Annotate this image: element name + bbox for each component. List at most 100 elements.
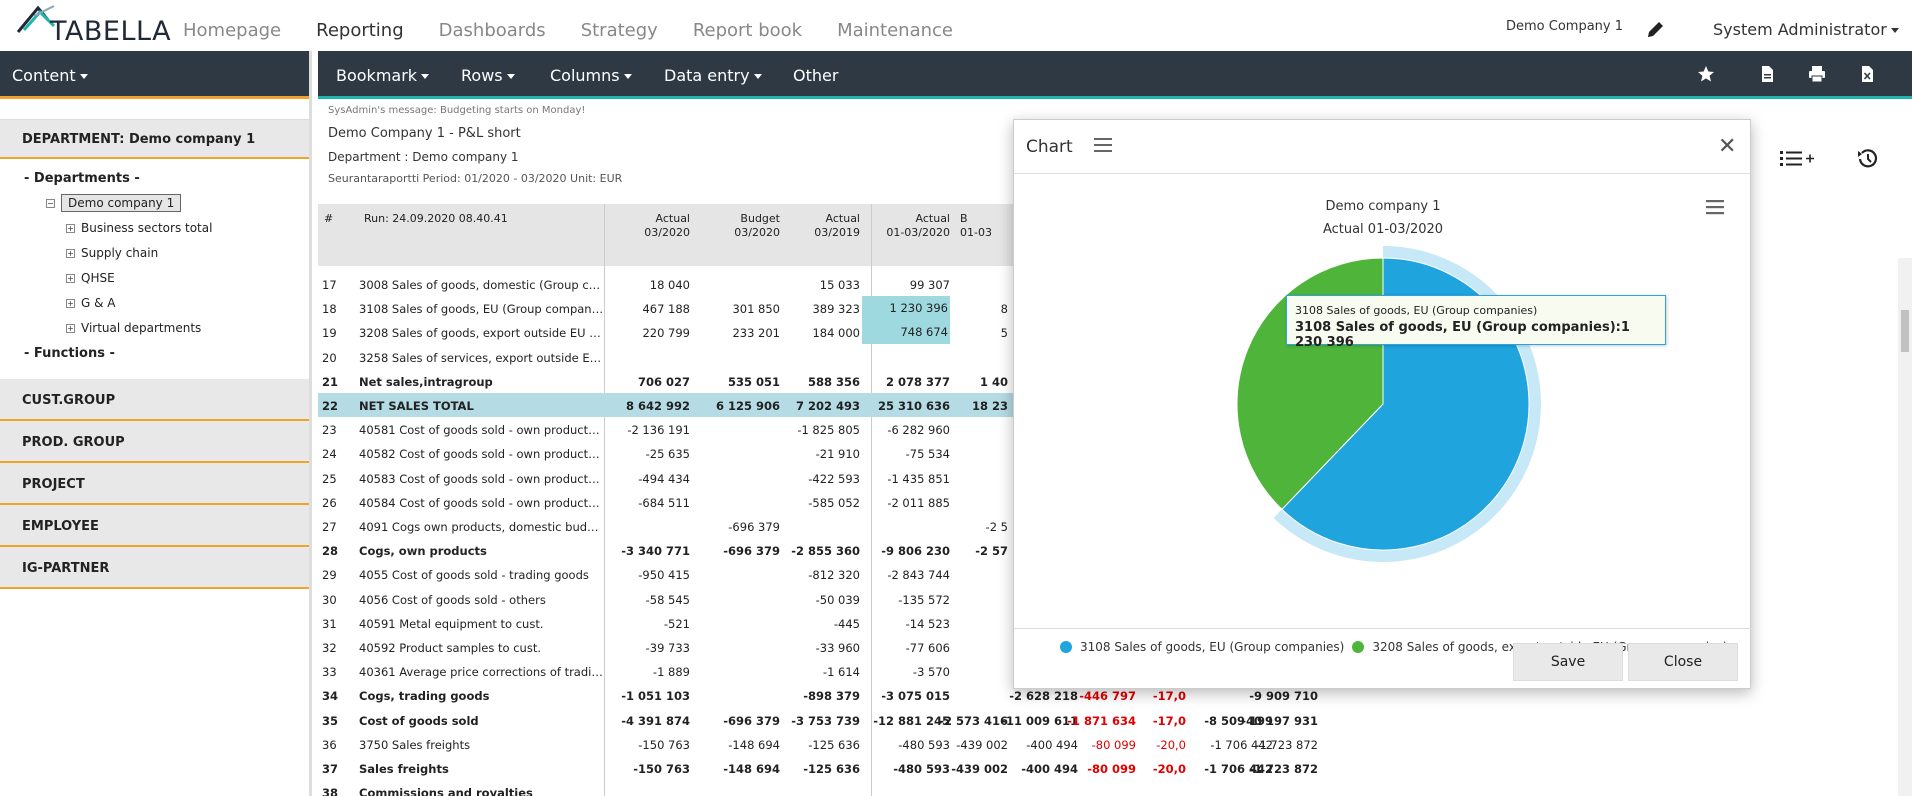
tree-node-label[interactable]: G & A [81,296,116,310]
close-icon[interactable]: ✕ [1718,134,1737,159]
tree-node[interactable]: + Virtual departments [0,321,309,346]
table-cell[interactable]: 25 310 636 [877,399,950,413]
table-cell[interactable]: -11 009 611 [1001,713,1078,728]
table-cell[interactable]: -12 881 245 [873,713,950,728]
table-cell[interactable]: -80 099 [1087,762,1136,776]
table-cell[interactable]: -3 075 015 [881,689,950,704]
table-cell[interactable]: -9 806 230 [881,544,950,559]
row-label[interactable]: 3008 Sales of goods, domestic (Group com… [359,278,604,292]
table-cell[interactable]: 8 642 992 [625,399,690,413]
bookmark-menu[interactable]: Bookmark [336,66,430,85]
table-row[interactable]: 28 Cogs, own products -3 340 771 -696 379 -2… [318,538,1455,562]
table-row[interactable]: 20 3258 Sales of services, export outside… [318,345,1455,369]
row-label[interactable]: 40582 Cost of goods sold - own products … [359,447,604,462]
column-header[interactable]: B 01-03 [960,212,1000,240]
list-add-icon[interactable] [1780,148,1814,170]
table-cell[interactable]: 588 356 [807,374,860,389]
content-menu[interactable]: Content [0,51,309,99]
table-cell[interactable]: -80 099 [1091,737,1136,752]
company-selector[interactable]: Demo Company 1 [1506,19,1624,34]
table-cell[interactable]: -1 825 805 [797,423,860,438]
table-cell[interactable]: -17,0 [1152,689,1186,704]
row-label[interactable]: 40361 Average price corrections of tradi… [359,665,604,680]
row-label[interactable]: 3108 Sales of goods, EU (Group companies… [359,302,604,317]
table-row[interactable]: 23 40581 Cost of goods sold - own product… [318,417,1455,441]
tree-node-label[interactable]: Supply chain [81,246,159,260]
table-cell[interactable]: 748 674 [862,320,950,345]
tree-node[interactable]: + Supply chain [0,246,309,271]
row-label[interactable]: 4055 Cost of goods sold - trading goods [359,568,589,583]
table-cell[interactable]: 301 850 [732,302,780,317]
table-cell[interactable]: -58 545 [645,592,690,607]
row-label[interactable]: 40584 Cost of goods sold - own products … [359,495,604,510]
table-cell[interactable]: -1 706 442 [1210,737,1273,752]
table-cell[interactable]: 535 051 [727,374,780,389]
chart-menu-icon[interactable] [1706,199,1726,219]
row-label[interactable]: 40592 Product samples to cust. [359,641,541,655]
section-employee[interactable]: EMPLOYEE [0,505,309,547]
table-cell[interactable]: 99 307 [909,278,950,292]
hamburger-icon[interactable] [1094,137,1114,157]
close-button[interactable]: Close [1628,643,1738,681]
table-cell[interactable]: -2 5 [985,520,1008,534]
tree-node[interactable]: + QHSE [0,271,309,296]
table-cell[interactable]: -439 002 [951,762,1008,776]
table-cell[interactable]: -1 889 [652,665,690,680]
table-cell[interactable]: -125 636 [808,737,860,752]
vertical-scrollbar[interactable] [1898,258,1912,796]
section-ig-partner[interactable]: IG-PARTNER [0,547,309,589]
table-cell[interactable]: 389 323 [812,302,860,317]
table-cell[interactable]: -9 909 710 [1249,689,1318,704]
row-label[interactable]: 3750 Sales freights [359,737,471,752]
table-row[interactable]: 33 40361 Average price corrections of tra… [318,659,1455,683]
table-cell[interactable]: -1 871 634 [1067,713,1136,728]
table-cell[interactable]: 706 027 [637,374,690,389]
table-row[interactable]: 27 4091 Cogs own products, domestic budge… [318,514,1455,538]
section-cust-group[interactable]: CUST.GROUP [0,379,309,421]
table-cell[interactable]: 184 000 [812,326,860,341]
row-label[interactable]: 3208 Sales of goods, export outside EU (… [359,326,604,341]
table-cell[interactable]: -1 723 872 [1249,762,1318,776]
table-row[interactable]: 30 4056 Cost of goods sold - others -58 54… [318,587,1455,611]
table-row[interactable]: 35 Cost of goods sold -4 391 874 -696 379 -3… [318,708,1455,732]
table-cell[interactable]: -50 039 [815,592,860,607]
table-row[interactable]: 32 40592 Product samples to cust. -39 733 -… [318,635,1455,659]
table-cell[interactable]: -445 [833,616,860,631]
section-prod-group[interactable]: PROD. GROUP [0,421,309,463]
table-cell[interactable]: -1 723 872 [1255,737,1318,752]
tree-node-selected[interactable]: − Demo company 1 [0,194,309,221]
table-cell[interactable]: -696 379 [723,544,780,559]
table-cell[interactable]: -494 434 [638,471,690,486]
table-cell[interactable]: -696 379 [728,520,780,534]
column-header[interactable]: Actual 03/2019 [788,212,860,240]
table-cell[interactable]: -684 511 [638,495,690,510]
expand-icon[interactable]: + [66,224,75,233]
tree-node[interactable]: + Business sectors total [0,221,309,246]
table-cell[interactable]: -2 855 360 [791,544,860,559]
table-row[interactable]: 21 Net sales,intragroup 706 027 535 051 588 … [318,369,1455,393]
expand-icon[interactable]: + [66,249,75,258]
table-cell[interactable]: -17,0 [1152,713,1186,728]
table-cell[interactable]: -77 606 [905,641,950,655]
column-header[interactable]: Budget 03/2020 [708,212,780,240]
table-cell[interactable]: -2 843 744 [887,568,950,583]
table-cell[interactable]: -400 494 [1021,762,1078,776]
save-button[interactable]: Save [1513,643,1623,681]
tree-node-label[interactable]: QHSE [81,271,115,285]
table-cell[interactable]: -21 910 [815,447,860,462]
expand-icon[interactable]: + [66,274,75,283]
row-label[interactable]: Sales freights [359,762,449,776]
star-icon[interactable] [1697,65,1715,83]
table-cell[interactable]: -1 435 851 [887,471,950,486]
tree-node-label[interactable]: Business sectors total [81,221,213,235]
table-cell[interactable]: 467 188 [642,302,690,317]
table-cell[interactable]: -2 573 416 [939,713,1008,728]
row-label[interactable]: Cost of goods sold [359,713,479,728]
scrollbar-thumb[interactable] [1901,310,1909,352]
table-cell[interactable]: -148 694 [723,762,780,776]
table-row[interactable]: 17 3008 Sales of goods, domestic (Group c… [318,272,1455,296]
table-row[interactable]: 26 40584 Cost of goods sold - own product… [318,490,1455,514]
table-row[interactable]: 25 40583 Cost of goods sold - own product… [318,466,1455,490]
column-header[interactable]: Actual 01-03/2020 [878,212,950,240]
nav-dashboards[interactable]: Dashboards [438,20,546,41]
